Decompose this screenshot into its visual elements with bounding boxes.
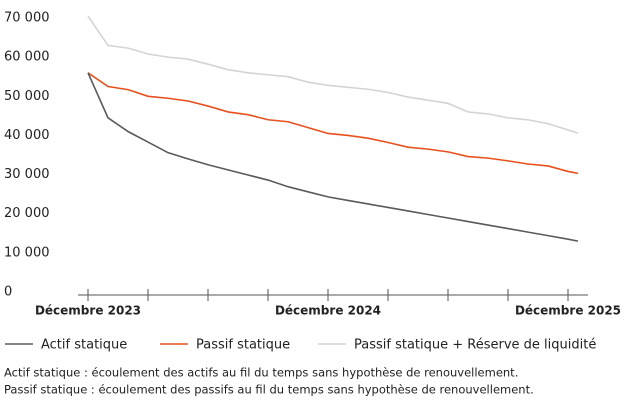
y-tick-label: 0: [4, 285, 12, 300]
y-tick-label: 20 000: [4, 206, 50, 221]
legend-label: Passif statique: [196, 338, 290, 353]
series-line: [87, 72, 579, 242]
note: Actif statique : écoulement des actifs a…: [4, 366, 518, 380]
legend-label: Passif statique + Réserve de liquidité: [354, 338, 596, 353]
y-tick-label: 10 000: [4, 245, 50, 260]
y-tick-label: 50 000: [4, 89, 50, 104]
x-tick-label: Décembre 2025: [515, 304, 621, 318]
note: Passif statique : écoulement des passifs…: [4, 383, 534, 397]
x-tick-label: Décembre 2023: [35, 304, 141, 318]
y-tick-label: 60 000: [4, 50, 50, 65]
series-line: [87, 72, 579, 175]
series-line: [87, 15, 579, 134]
y-tick-label: 40 000: [4, 128, 50, 143]
x-tick-label: Décembre 2024: [275, 304, 381, 318]
y-tick-label: 30 000: [4, 167, 50, 182]
y-tick-label: 70 000: [4, 11, 50, 26]
legend-label: Actif statique: [41, 338, 127, 353]
